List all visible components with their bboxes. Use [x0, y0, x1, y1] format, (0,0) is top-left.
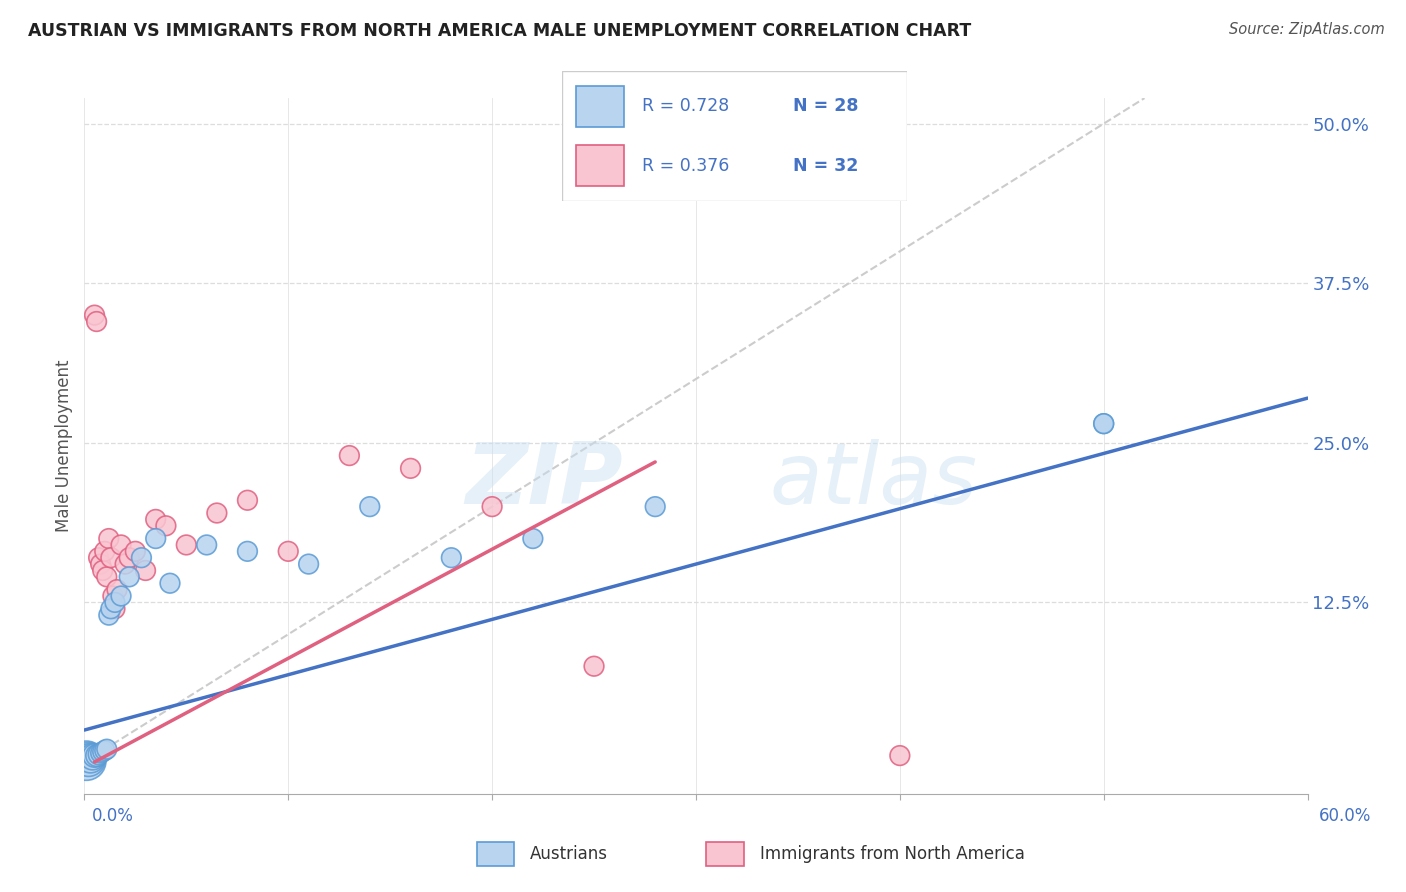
- Point: [582, 659, 605, 673]
- Point: [145, 532, 167, 546]
- Point: [104, 601, 127, 615]
- Point: [91, 745, 114, 759]
- Point: [118, 550, 141, 565]
- Point: [90, 746, 112, 760]
- Point: [236, 544, 259, 558]
- Text: 0.0%: 0.0%: [91, 807, 134, 825]
- Bar: [576, 145, 624, 186]
- Point: [155, 518, 177, 533]
- Y-axis label: Male Unemployment: Male Unemployment: [55, 359, 73, 533]
- Point: [96, 570, 118, 584]
- Point: [1092, 417, 1115, 431]
- Point: [96, 742, 118, 756]
- Point: [481, 500, 503, 514]
- Point: [77, 752, 100, 766]
- Point: [90, 557, 112, 571]
- Point: [110, 538, 132, 552]
- Point: [236, 493, 259, 508]
- Point: [1092, 417, 1115, 431]
- Bar: [706, 842, 744, 866]
- Point: [91, 564, 114, 578]
- Point: [77, 752, 100, 766]
- Point: [79, 751, 101, 765]
- Text: ZIP: ZIP: [465, 439, 623, 523]
- Point: [399, 461, 422, 475]
- Point: [205, 506, 228, 520]
- Text: Source: ZipAtlas.com: Source: ZipAtlas.com: [1229, 22, 1385, 37]
- Point: [82, 749, 104, 764]
- Bar: [477, 842, 515, 866]
- Text: N = 32: N = 32: [793, 157, 859, 175]
- Text: N = 28: N = 28: [793, 97, 859, 115]
- Point: [644, 500, 666, 514]
- Text: R = 0.728: R = 0.728: [641, 97, 728, 115]
- Point: [83, 748, 105, 763]
- Point: [75, 754, 97, 768]
- Point: [277, 544, 299, 558]
- Text: Immigrants from North America: Immigrants from North America: [759, 845, 1025, 863]
- Text: Austrians: Austrians: [530, 845, 607, 863]
- Point: [118, 570, 141, 584]
- Point: [83, 308, 105, 322]
- Point: [159, 576, 181, 591]
- Point: [889, 748, 911, 763]
- Point: [100, 550, 122, 565]
- Text: R = 0.376: R = 0.376: [641, 157, 728, 175]
- Point: [87, 747, 110, 762]
- Point: [440, 550, 463, 565]
- Point: [124, 544, 146, 558]
- Point: [110, 589, 132, 603]
- Point: [97, 608, 120, 623]
- Point: [100, 601, 122, 615]
- Text: AUSTRIAN VS IMMIGRANTS FROM NORTH AMERICA MALE UNEMPLOYMENT CORRELATION CHART: AUSTRIAN VS IMMIGRANTS FROM NORTH AMERIC…: [28, 22, 972, 40]
- Point: [82, 749, 104, 764]
- Point: [79, 751, 101, 765]
- Point: [145, 512, 167, 526]
- Point: [114, 557, 136, 571]
- Point: [86, 314, 108, 328]
- Text: 60.0%: 60.0%: [1319, 807, 1371, 825]
- Point: [97, 532, 120, 546]
- Point: [339, 449, 360, 463]
- Point: [86, 748, 108, 763]
- Point: [93, 743, 115, 757]
- Point: [359, 500, 381, 514]
- Point: [87, 550, 110, 565]
- Point: [93, 544, 115, 558]
- Point: [131, 550, 153, 565]
- Bar: [576, 86, 624, 127]
- Point: [104, 595, 127, 609]
- Text: atlas: atlas: [769, 439, 977, 523]
- Point: [298, 557, 321, 571]
- Point: [101, 589, 124, 603]
- Point: [174, 538, 197, 552]
- Point: [105, 582, 128, 597]
- Point: [135, 564, 157, 578]
- Point: [75, 754, 97, 768]
- Point: [522, 532, 544, 546]
- Point: [195, 538, 218, 552]
